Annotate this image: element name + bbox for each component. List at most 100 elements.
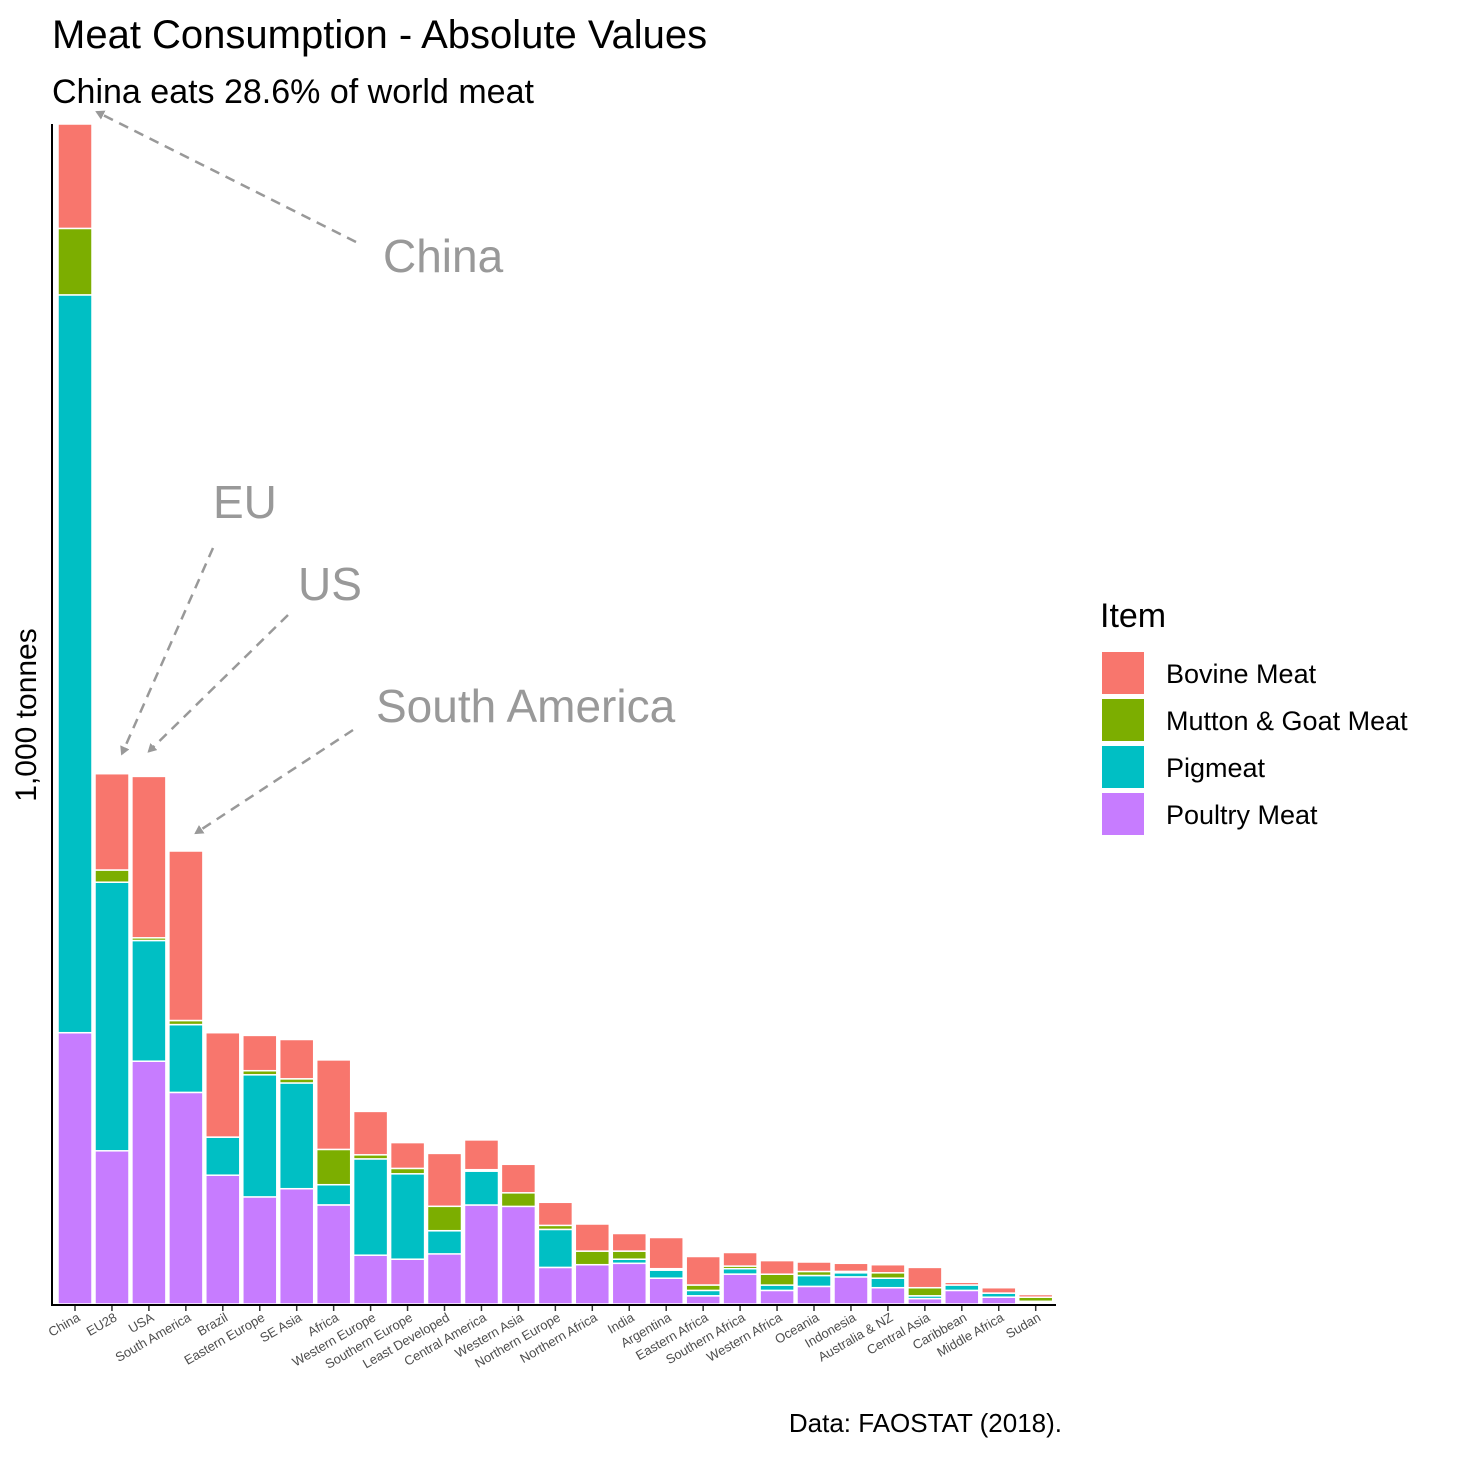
bar-india-bovine-meat <box>611 1232 648 1252</box>
bar-western-europe-pigmeat <box>352 1158 389 1256</box>
bar-south-america-pigmeat <box>168 1023 204 1094</box>
annotation-label-south-america: South America <box>376 680 676 732</box>
legend-swatch-bovine-meat <box>1102 652 1144 694</box>
bar-southern-africa-poultry-meat <box>722 1273 758 1305</box>
bar-northern-europe-poultry-meat <box>537 1266 574 1305</box>
x-tick-label-sudan: Sudan <box>1003 1310 1043 1342</box>
bar-western-africa-poultry-meat <box>759 1289 795 1305</box>
bar-se-asia-pigmeat <box>278 1082 315 1190</box>
bar-argentina-poultry-meat <box>648 1277 684 1305</box>
annotation-arrow-eu <box>120 547 215 756</box>
bar-western-asia-mutton-and-goat-meat <box>500 1192 537 1208</box>
bar-eu28-mutton-and-goat-meat <box>94 869 130 883</box>
bar-usa-poultry-meat <box>131 1060 167 1305</box>
bar-china-pigmeat <box>57 294 93 1034</box>
bar-caribbean-pigmeat <box>944 1284 980 1292</box>
bar-india-mutton-and-goat-meat <box>611 1250 648 1260</box>
annotation-arrow-china <box>95 110 357 244</box>
bar-eastern-africa-poultry-meat <box>685 1295 721 1305</box>
bar-eu28-bovine-meat <box>94 772 130 871</box>
x-tick-label-china: China <box>46 1309 84 1339</box>
bar-brazil-pigmeat <box>205 1136 241 1176</box>
bar-china-bovine-meat <box>57 123 93 230</box>
bar-sudan-bovine-meat <box>1017 1293 1054 1298</box>
bar-central-asia-bovine-meat <box>907 1266 943 1289</box>
bar-oceania-bovine-meat <box>796 1261 832 1273</box>
bar-central-america-pigmeat <box>463 1170 500 1206</box>
legend-label-pigmeat: Pigmeat <box>1166 753 1266 783</box>
bar-least-developed-bovine-meat <box>426 1152 463 1208</box>
bar-china-poultry-meat <box>57 1031 93 1305</box>
legend-swatch-mutton-and-goat-meat <box>1102 699 1144 741</box>
x-tick-label-eu28: EU28 <box>84 1310 120 1339</box>
bar-se-asia-poultry-meat <box>278 1187 315 1305</box>
bar-central-america-bovine-meat <box>463 1139 500 1171</box>
bar-south-america-poultry-meat <box>168 1091 204 1305</box>
legend: Bovine Meat Mutton & Goat Meat Pigmeat Poul… <box>1102 652 1408 835</box>
legend-title: Item <box>1100 597 1166 635</box>
bar-brazil-bovine-meat <box>205 1031 241 1138</box>
bar-western-europe-bovine-meat <box>352 1110 389 1156</box>
annotation-label-china: China <box>383 230 504 282</box>
bar-india-poultry-meat <box>611 1262 648 1305</box>
bar-caribbean-poultry-meat <box>944 1289 980 1305</box>
bar-southern-africa-pigmeat <box>722 1267 758 1275</box>
bar-australia-and-nz-bovine-meat <box>870 1263 906 1274</box>
bar-southern-africa-bovine-meat <box>722 1251 758 1267</box>
bar-layer <box>57 123 1054 1305</box>
bar-western-africa-mutton-and-goat-meat <box>759 1273 795 1286</box>
bar-least-developed-mutton-and-goat-meat <box>426 1205 463 1232</box>
bar-australia-and-nz-pigmeat <box>870 1277 906 1289</box>
bar-southern-europe-pigmeat <box>389 1173 426 1260</box>
bar-northern-europe-bovine-meat <box>537 1201 574 1227</box>
bar-oceania-poultry-meat <box>796 1285 832 1305</box>
bar-usa-pigmeat <box>131 939 167 1062</box>
bar-least-developed-poultry-meat <box>426 1253 463 1305</box>
bar-eastern-europe-poultry-meat <box>242 1196 278 1305</box>
bar-usa-bovine-meat <box>131 775 167 939</box>
bar-africa-bovine-meat <box>315 1059 352 1151</box>
bar-eastern-europe-bovine-meat <box>242 1034 278 1072</box>
bar-least-developed-pigmeat <box>426 1230 463 1255</box>
bar-se-asia-bovine-meat <box>278 1038 315 1080</box>
annotation-arrow-south-america <box>194 728 354 835</box>
bar-caribbean-bovine-meat <box>944 1281 980 1286</box>
bar-northern-africa-bovine-meat <box>574 1223 611 1252</box>
bar-eastern-africa-pigmeat <box>685 1289 721 1297</box>
legend-swatch-pigmeat <box>1102 746 1144 788</box>
bar-australia-and-nz-poultry-meat <box>870 1286 906 1305</box>
bar-central-asia-mutton-and-goat-meat <box>907 1286 943 1297</box>
legend-swatch-poultry-meat <box>1102 793 1144 835</box>
bar-western-asia-poultry-meat <box>500 1205 537 1305</box>
bar-eu28-pigmeat <box>94 881 130 1152</box>
bar-africa-pigmeat <box>315 1183 352 1206</box>
bar-indonesia-bovine-meat <box>833 1262 869 1273</box>
caption: Data: FAOSTAT (2018). <box>789 1408 1062 1438</box>
bar-central-asia-poultry-meat <box>907 1297 943 1305</box>
bar-southern-europe-bovine-meat <box>389 1141 426 1170</box>
bar-western-europe-poultry-meat <box>352 1254 389 1305</box>
annotation-label-eu: EU <box>213 476 277 528</box>
bar-argentina-pigmeat <box>648 1269 684 1279</box>
bar-western-africa-bovine-meat <box>759 1259 795 1275</box>
bar-southern-europe-mutton-and-goat-meat <box>389 1167 426 1175</box>
legend-label-poultry-meat: Poultry Meat <box>1166 800 1318 830</box>
legend-label-bovine-meat: Bovine Meat <box>1166 659 1317 689</box>
annotation-label-us: US <box>298 558 362 610</box>
chart-subtitle: China eats 28.6% of world meat <box>52 73 534 111</box>
bar-eastern-europe-pigmeat <box>242 1074 278 1198</box>
bar-middle-africa-poultry-meat <box>981 1296 1017 1305</box>
bar-central-america-poultry-meat <box>463 1204 500 1305</box>
annotation-layer: China EU US South America <box>95 110 676 835</box>
bar-indonesia-poultry-meat <box>833 1276 869 1305</box>
bar-australia-and-nz-mutton-and-goat-meat <box>870 1272 906 1279</box>
bar-northern-africa-mutton-and-goat-meat <box>574 1250 611 1266</box>
bar-northern-europe-pigmeat <box>537 1228 574 1269</box>
bar-africa-poultry-meat <box>315 1204 352 1305</box>
x-tick-label-se-asia: SE Asia <box>257 1309 305 1345</box>
bar-eastern-africa-mutton-and-goat-meat <box>685 1284 721 1292</box>
bar-northern-africa-poultry-meat <box>574 1263 611 1305</box>
bar-china-mutton-and-goat-meat <box>57 227 93 296</box>
bar-argentina-bovine-meat <box>648 1236 684 1270</box>
